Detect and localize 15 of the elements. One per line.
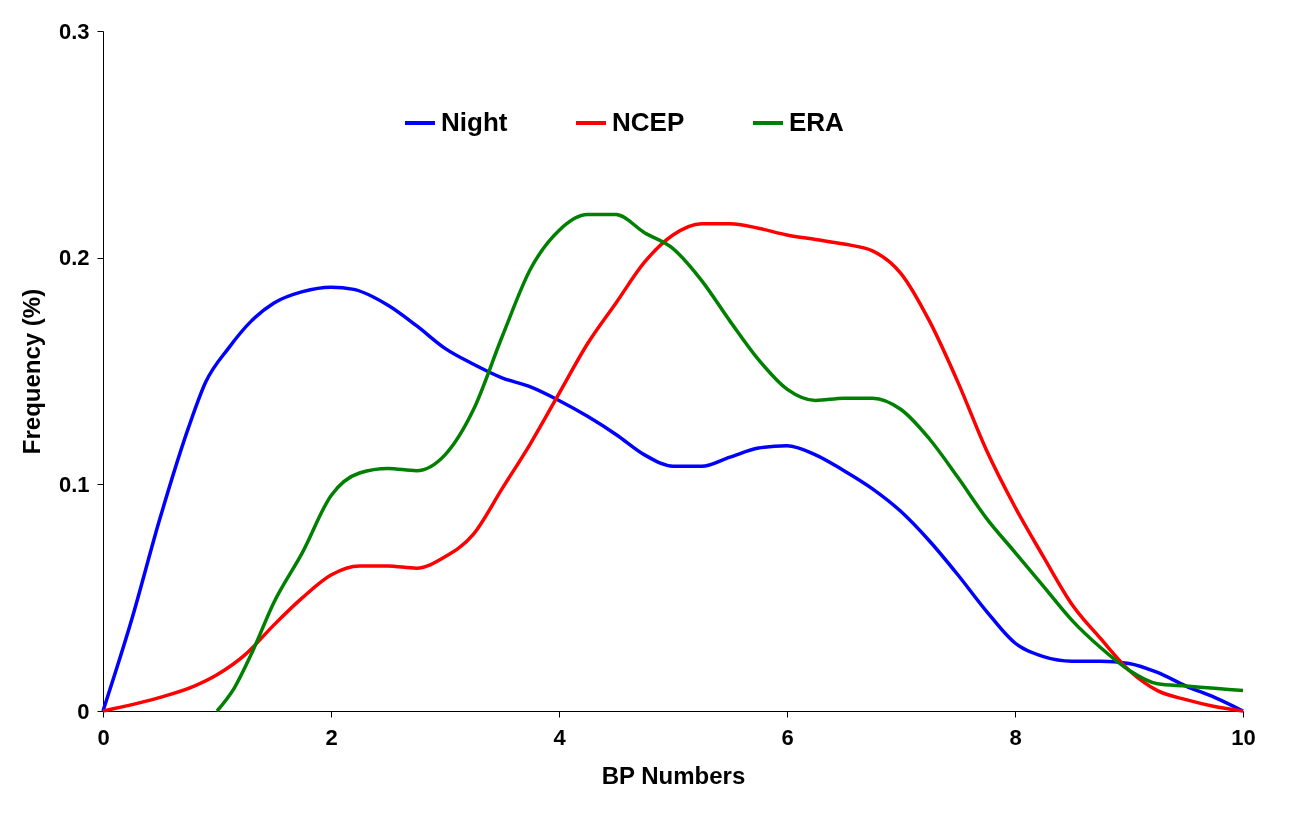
- legend-label: ERA: [789, 107, 845, 137]
- y-axis-title: Frequency (%): [17, 288, 45, 455]
- y-tick-label: 0: [77, 698, 90, 724]
- legend-label: NCEP: [612, 107, 685, 137]
- legend-label: Night: [441, 107, 508, 137]
- x-tick-label: 2: [325, 724, 338, 750]
- x-axis-title: BP Numbers: [601, 761, 746, 789]
- x-tick-label: 0: [97, 724, 110, 750]
- y-tick-label: 0.1: [58, 471, 90, 497]
- x-tick-label: 6: [781, 724, 794, 750]
- y-tick-label: 0.2: [58, 245, 90, 271]
- x-tick-label: 8: [1009, 724, 1022, 750]
- x-tick-label: 4: [553, 724, 567, 750]
- x-tick-label: 10: [1231, 724, 1256, 750]
- y-tick-label: 0.3: [58, 18, 90, 44]
